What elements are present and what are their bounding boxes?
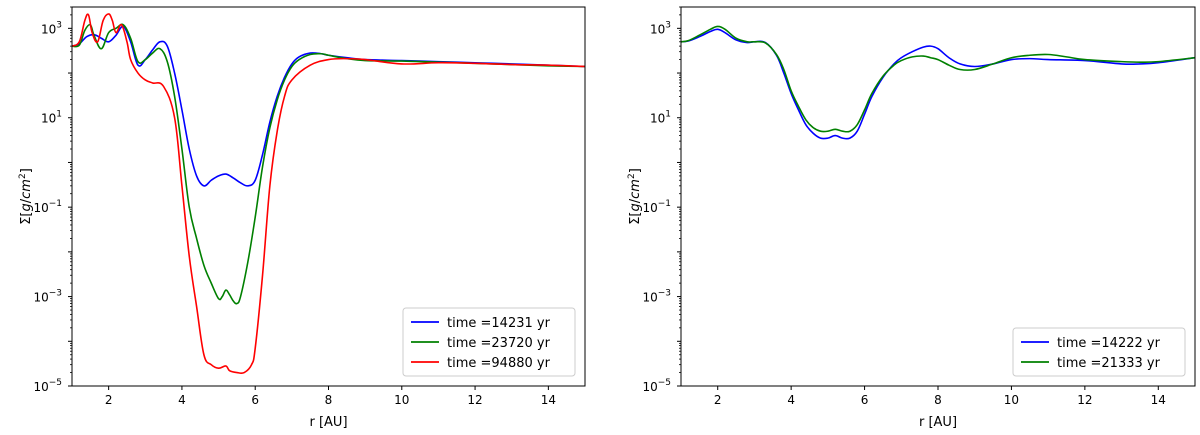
x-tick-label: 8	[934, 393, 942, 407]
series-line-0	[72, 25, 585, 187]
legend-label-1: time =23720 yr	[447, 336, 551, 351]
legend-box	[1012, 327, 1186, 377]
series-line-1	[72, 23, 585, 305]
y-tick-label: 10−5	[33, 378, 62, 394]
series-line-2	[72, 13, 585, 375]
x-tick-label: 14	[541, 393, 556, 407]
y-tick-label: 103	[650, 20, 671, 36]
y-tick-label: 10−3	[33, 289, 62, 305]
x-tick-label: 12	[467, 393, 482, 407]
legend-label-0: time =14231 yr	[447, 316, 551, 331]
y-tick-label: 10−3	[642, 289, 671, 305]
legend-label-0: time =14222 yr	[1057, 336, 1161, 351]
legend-label-2: time =94880 yr	[447, 356, 551, 371]
x-tick-label: 6	[251, 393, 259, 407]
legend-label-1: time =21333 yr	[1057, 356, 1161, 371]
x-tick-label: 4	[178, 393, 186, 407]
y-axis-label: Σ[g/cm2]	[627, 168, 643, 225]
x-tick-label: 10	[1004, 393, 1019, 407]
x-tick-label: 12	[1077, 393, 1092, 407]
y-tick-label: 101	[650, 110, 671, 126]
y-tick-label: 10−1	[33, 199, 62, 215]
y-tick-label: 10−1	[642, 199, 671, 215]
series-line-0	[681, 28, 1195, 140]
y-axis-label: Σ[g/cm2]	[18, 168, 34, 225]
x-tick-label: 14	[1151, 393, 1166, 407]
x-tick-label: 4	[787, 393, 795, 407]
x-tick-label: 10	[394, 393, 409, 407]
x-axis-label: r [AU]	[919, 415, 957, 430]
series-line-1	[681, 25, 1195, 133]
x-tick-label: 6	[861, 393, 869, 407]
y-tick-label: 10−5	[642, 378, 671, 394]
x-tick-label: 2	[714, 393, 722, 407]
legend-box	[402, 307, 576, 377]
x-tick-label: 2	[105, 393, 113, 407]
right-chart: 2 4 6 8 10 12 14 10−5 10−3 10−1 101 103 r [AU] Σ[g/cm…	[627, 6, 1196, 430]
x-tick-label: 8	[325, 393, 333, 407]
left-chart: 2 4 6 8 10 12 14 10−5 10−3 10−1 101 103 r [AU] Σ[g/cm…	[18, 6, 586, 430]
y-tick-label: 103	[41, 20, 62, 36]
y-tick-label: 101	[41, 110, 62, 126]
x-axis-label: r [AU]	[309, 415, 347, 430]
